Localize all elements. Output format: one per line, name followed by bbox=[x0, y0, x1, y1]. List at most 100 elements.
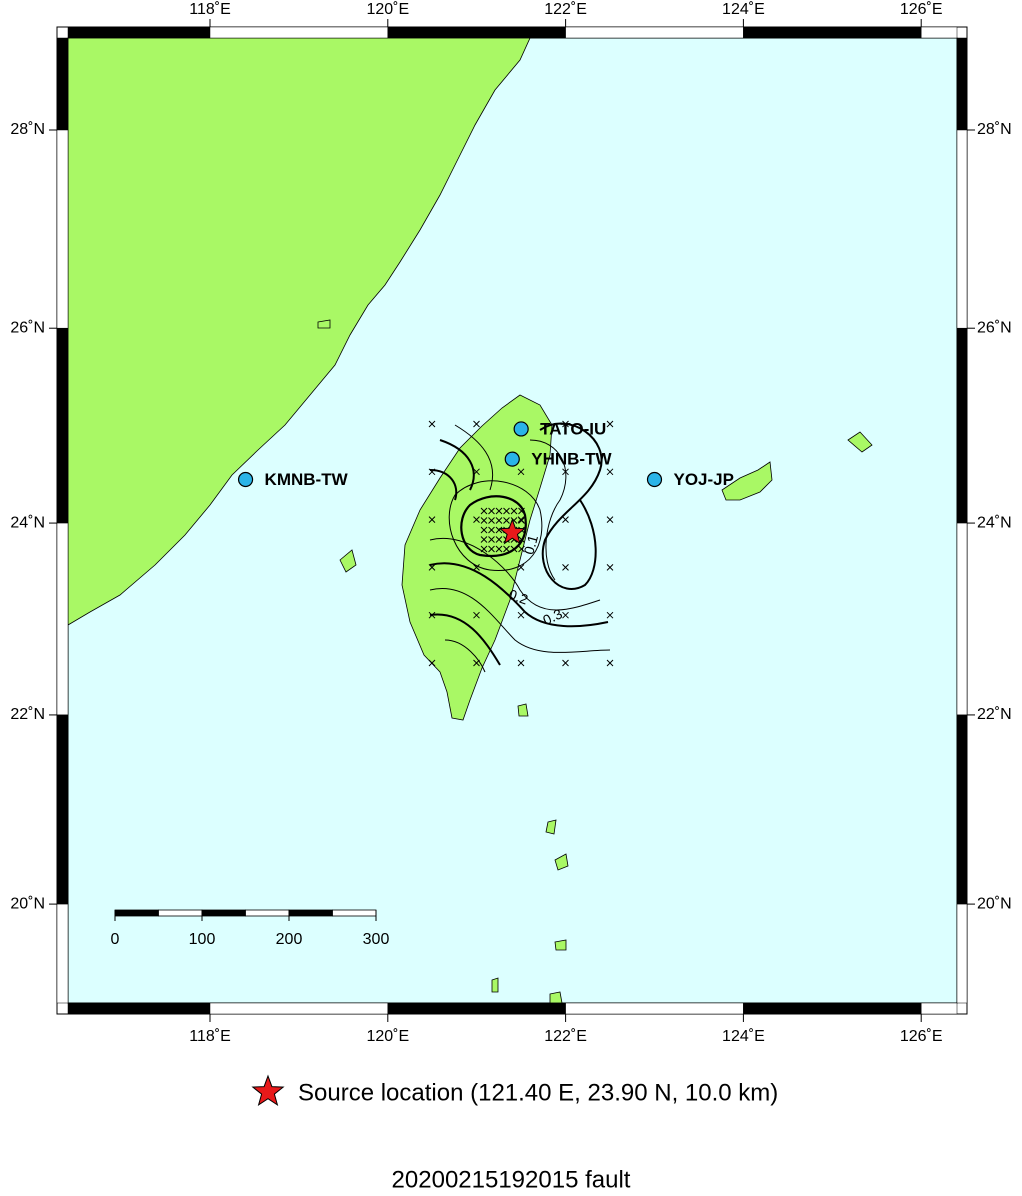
lat-tick-label: 28˚N bbox=[10, 121, 45, 138]
cross bbox=[488, 545, 495, 553]
cross bbox=[562, 468, 569, 476]
frame-bar bbox=[956, 903, 968, 1004]
cross bbox=[517, 659, 525, 667]
station-label: YOJ-JP bbox=[674, 470, 734, 489]
station bbox=[646, 471, 663, 488]
contour-label: 0.2 bbox=[507, 586, 531, 608]
lat-tick-label: 22˚N bbox=[10, 706, 45, 723]
cross bbox=[480, 536, 488, 543]
cross bbox=[606, 564, 614, 571]
scale-label: 300 bbox=[363, 931, 390, 948]
scale-segment bbox=[332, 909, 377, 917]
frame-bar bbox=[56, 129, 69, 329]
cross bbox=[562, 611, 569, 619]
station bbox=[237, 471, 254, 488]
frame-bar bbox=[565, 26, 744, 39]
legend-star bbox=[251, 1074, 285, 1107]
cross bbox=[480, 545, 488, 553]
lon-tick-label: 120˚E bbox=[366, 1028, 409, 1045]
scale-label: 100 bbox=[189, 931, 216, 948]
frame-ticks bbox=[49, 19, 975, 1022]
cross bbox=[480, 526, 488, 534]
island bbox=[545, 819, 557, 835]
contour-label: 0.1 bbox=[521, 533, 542, 556]
frame-bar bbox=[956, 714, 968, 905]
cross bbox=[495, 526, 503, 534]
lon-tick-label: 122˚E bbox=[544, 1, 587, 18]
cross bbox=[606, 420, 614, 428]
cross bbox=[510, 507, 518, 515]
frame-bar bbox=[920, 26, 958, 39]
cross bbox=[428, 468, 436, 476]
legend-text: Source location (121.40 E, 23.90 N, 10.0… bbox=[298, 1079, 778, 1106]
cross bbox=[517, 564, 525, 571]
cross bbox=[473, 611, 480, 619]
cross bbox=[488, 507, 495, 515]
frame-bar bbox=[743, 26, 922, 39]
lat-tick-label: 20˚N bbox=[977, 895, 1012, 912]
frame-bar bbox=[956, 37, 968, 131]
cross bbox=[517, 468, 525, 476]
cross bbox=[473, 468, 480, 476]
scale-label: 200 bbox=[276, 931, 303, 948]
frame-bar bbox=[209, 26, 389, 39]
lon-tick-label: 122˚E bbox=[544, 1028, 587, 1045]
contour-label: 0.3 bbox=[540, 605, 565, 628]
land bbox=[67, 37, 873, 1004]
cross bbox=[495, 507, 503, 515]
island bbox=[517, 703, 529, 717]
island bbox=[554, 939, 567, 951]
island bbox=[721, 461, 773, 501]
frame-bar bbox=[956, 129, 968, 329]
cross bbox=[428, 516, 436, 523]
island bbox=[847, 431, 873, 453]
contours bbox=[429, 422, 611, 673]
scale-label: 0 bbox=[111, 931, 120, 948]
lat-tick-label: 24˚N bbox=[10, 514, 45, 531]
island bbox=[339, 549, 357, 573]
station bbox=[513, 421, 529, 437]
cross bbox=[510, 545, 518, 553]
cross bbox=[503, 507, 510, 515]
cross bbox=[562, 659, 569, 667]
cross bbox=[473, 659, 480, 667]
scale-segment bbox=[201, 909, 246, 917]
lat-tick-label: 24˚N bbox=[977, 514, 1012, 531]
cross bbox=[480, 507, 488, 515]
frame-bar bbox=[743, 1002, 922, 1015]
taiwan bbox=[401, 394, 553, 721]
station-label: TATO-IU bbox=[540, 419, 606, 438]
station-label: KMNB-TW bbox=[265, 470, 349, 489]
lat-tick-label: 26˚N bbox=[10, 319, 45, 336]
frame-bar bbox=[387, 1002, 566, 1015]
cross bbox=[562, 420, 569, 428]
frame-bar bbox=[56, 522, 69, 716]
cross bbox=[488, 526, 495, 534]
frame-bar bbox=[209, 1002, 389, 1015]
frame-bar bbox=[56, 714, 69, 905]
cross bbox=[488, 536, 495, 543]
cross bbox=[428, 611, 436, 619]
cross bbox=[562, 516, 569, 523]
lon-tick-label: 118˚E bbox=[189, 1, 231, 18]
frame-bar bbox=[67, 1002, 211, 1015]
frame-bar bbox=[67, 26, 211, 39]
frame-bar bbox=[56, 37, 69, 131]
lon-tick-label: 124˚E bbox=[722, 1028, 765, 1045]
lat-tick-label: 22˚N bbox=[977, 706, 1012, 723]
lon-tick-label: 120˚E bbox=[366, 1, 409, 18]
cross bbox=[473, 420, 480, 428]
lat-tick-label: 20˚N bbox=[10, 895, 45, 912]
frame-bar bbox=[565, 1002, 744, 1015]
scale-segment bbox=[288, 909, 333, 917]
cross bbox=[518, 507, 525, 515]
island bbox=[317, 319, 331, 329]
cross bbox=[562, 564, 569, 571]
cross bbox=[517, 611, 525, 619]
china-coast bbox=[67, 37, 531, 626]
frame-bar bbox=[920, 1002, 958, 1015]
cross bbox=[518, 517, 525, 524]
frame-bar bbox=[56, 327, 69, 524]
cross bbox=[606, 516, 614, 523]
station bbox=[504, 451, 520, 467]
